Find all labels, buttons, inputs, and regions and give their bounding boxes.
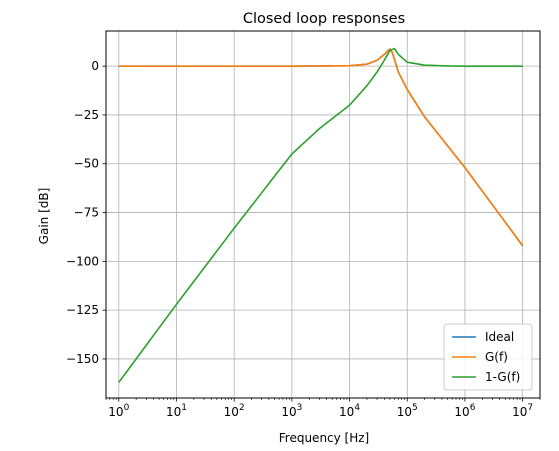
series-line-g-f-	[118, 48, 524, 247]
y-tick-label: −100	[66, 254, 99, 268]
y-tick-label: −125	[66, 303, 99, 317]
y-tick-label: −25	[74, 108, 99, 122]
y-axis-label: Gain [dB]	[37, 188, 51, 245]
series-line-1-g-f-	[118, 47, 523, 383]
x-tick-exponent: 4	[354, 403, 360, 413]
y-tick-label: −50	[74, 157, 99, 171]
legend-label: G(f)	[485, 350, 508, 364]
x-tick-exponent: 6	[470, 403, 476, 413]
x-tick-exponent: 5	[412, 403, 418, 413]
series-layer	[118, 47, 524, 383]
x-tick-exponent: 2	[239, 403, 245, 413]
y-tick-label: 0	[91, 59, 99, 73]
y-tick-label: −150	[66, 352, 99, 366]
chart-title: Closed loop responses	[243, 11, 405, 27]
x-tick-exponent: 0	[124, 403, 130, 413]
legend-label: Ideal	[485, 330, 514, 344]
x-tick-exponent: 7	[527, 403, 533, 413]
x-tick-exponent: 1	[181, 403, 187, 413]
legend-box	[443, 323, 533, 391]
y-tick-label: −75	[74, 206, 99, 220]
x-tick-exponent: 3	[297, 403, 303, 413]
x-axis-label: Frequency [Hz]	[279, 431, 370, 445]
plot-frame	[105, 30, 541, 399]
legend: Ideal G(f) 1-G(f)	[443, 323, 533, 391]
legend-label: 1-G(f)	[485, 370, 520, 384]
